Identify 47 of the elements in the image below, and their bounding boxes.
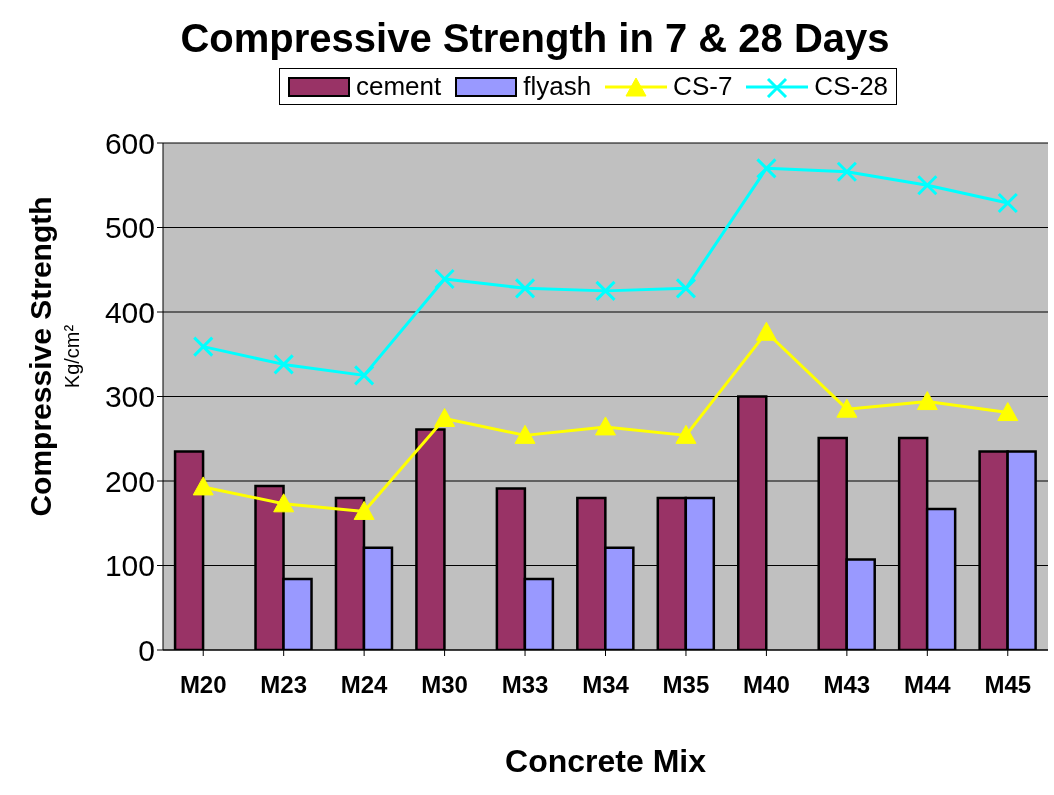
point	[755, 157, 777, 179]
point	[755, 321, 777, 341]
point	[514, 424, 536, 444]
legend-label: flyash	[523, 71, 592, 102]
x-tick-label: M35	[662, 671, 710, 699]
x-tick-label: M23	[260, 671, 308, 699]
point	[192, 336, 214, 358]
x-tick-label: M24	[340, 671, 389, 699]
y-tick-label: 100	[104, 549, 155, 583]
legend-label: CS-28	[814, 71, 889, 102]
y-tick-label: 200	[104, 464, 155, 498]
x-tick-label: M45	[984, 671, 1032, 699]
x-tick-label: M34	[582, 671, 630, 699]
point	[916, 174, 938, 196]
point	[353, 364, 375, 386]
point	[434, 407, 456, 427]
y-tick-label: 300	[104, 380, 155, 414]
legend-label: cement	[355, 71, 442, 102]
x-tick-label: M43	[823, 671, 871, 699]
point	[595, 280, 616, 302]
point	[836, 161, 858, 183]
point	[916, 391, 938, 411]
point	[997, 192, 1019, 214]
x-tick-label: M33	[501, 671, 549, 699]
y-tick-label: 0	[138, 633, 155, 667]
point	[514, 277, 536, 299]
point	[273, 493, 295, 513]
y-tick-label: 600	[104, 126, 155, 160]
y-axis-title: Compressive Strength Kg/cm²	[24, 196, 83, 517]
x-tick-label: M40	[743, 671, 790, 699]
chart-title: Compressive Strength in 7 & 28 Days	[179, 16, 891, 61]
point	[273, 353, 295, 375]
point	[192, 476, 214, 496]
point	[353, 500, 375, 520]
point	[836, 398, 858, 418]
point	[595, 416, 616, 436]
x-tick-label: M30	[421, 671, 468, 699]
y-tick-label: 500	[104, 211, 155, 245]
x-tick-label: M20	[179, 671, 227, 699]
x-axis-title: Concrete Mix	[505, 743, 707, 779]
legend-label: CS-7	[673, 71, 733, 102]
point	[675, 277, 697, 299]
point	[675, 424, 697, 444]
point	[434, 268, 456, 290]
x-tick-label: M44	[903, 671, 952, 699]
y-tick-label: 400	[104, 295, 155, 329]
point	[997, 402, 1019, 422]
